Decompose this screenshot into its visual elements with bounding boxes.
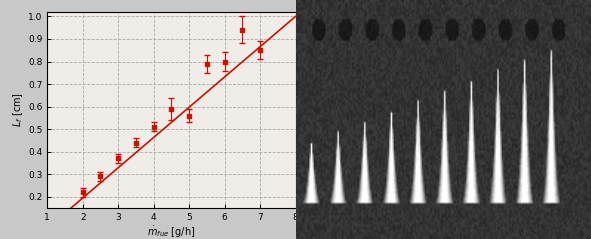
Y-axis label: $L_f$ [cm]: $L_f$ [cm] <box>11 92 25 127</box>
X-axis label: $\dot{m}_{fue}$ [g/h]: $\dot{m}_{fue}$ [g/h] <box>147 225 196 239</box>
